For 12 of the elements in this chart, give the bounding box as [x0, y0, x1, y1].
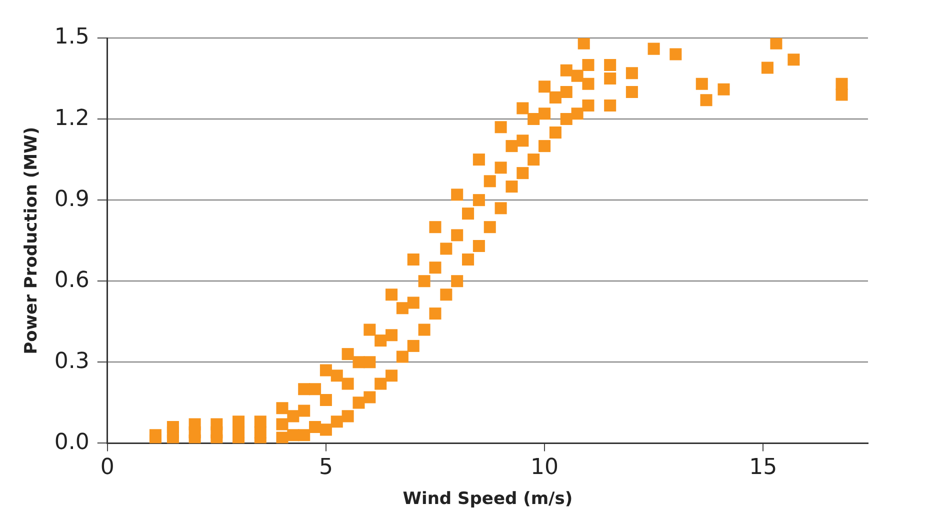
- x-tick-label: 15: [749, 455, 778, 480]
- x-tick-label: 10: [530, 455, 559, 480]
- x-axis-title: Wind Speed (m/s): [402, 489, 573, 510]
- y-tick-label: 0.6: [54, 268, 90, 293]
- y-axis-title: Power Production (MW): [22, 126, 42, 354]
- y-tick-label: 0.0: [54, 430, 90, 455]
- y-tick-label: 0.9: [54, 186, 90, 212]
- y-tick-label: 1.2: [54, 106, 90, 131]
- x-tick-label: 0: [100, 455, 114, 480]
- y-tick-label: 0.3: [54, 348, 90, 374]
- x-tick-label: 5: [318, 455, 333, 480]
- y-tick-label: 1.5: [54, 24, 90, 50]
